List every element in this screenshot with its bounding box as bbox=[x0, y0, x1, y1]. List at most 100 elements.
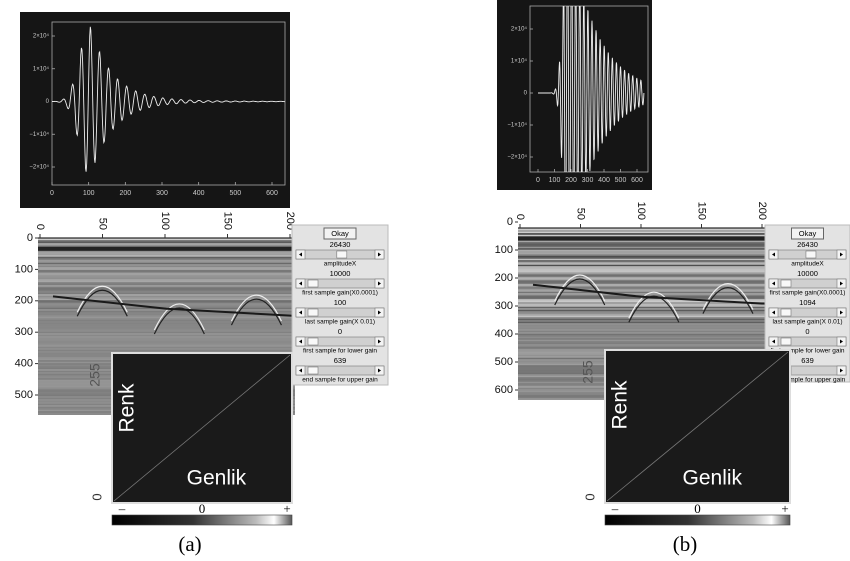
slider-track[interactable] bbox=[768, 336, 847, 347]
slider-thumb[interactable] bbox=[307, 279, 319, 288]
arrow-right bbox=[378, 368, 381, 373]
colorbar bbox=[604, 514, 791, 526]
slider-track[interactable] bbox=[768, 278, 847, 289]
reflector bbox=[532, 283, 766, 305]
slider-thumb[interactable] bbox=[780, 337, 792, 346]
colorbar-label: 0 bbox=[199, 501, 206, 516]
slider-thumb[interactable] bbox=[307, 308, 319, 317]
waveform-frame bbox=[51, 21, 286, 186]
colormap-x-title: Genlik bbox=[187, 467, 247, 490]
arrow-left bbox=[772, 310, 775, 315]
slider-thumb[interactable] bbox=[805, 250, 817, 259]
control-value: 100 bbox=[334, 298, 347, 307]
arrow-left bbox=[772, 252, 775, 257]
arrow-left bbox=[299, 310, 302, 315]
x-tick-label: 0 bbox=[50, 190, 54, 197]
y-tick-label: 1×10⁴ bbox=[511, 58, 528, 65]
colormap-bottom-label: 0 bbox=[89, 493, 104, 500]
slider-thumb[interactable] bbox=[307, 337, 319, 346]
y-tick-label: 300 bbox=[15, 326, 33, 338]
control-label: first sample gain(X0.0001) bbox=[302, 290, 378, 297]
arrow-right bbox=[840, 368, 843, 373]
colormap-y-title: Renk bbox=[116, 383, 139, 433]
y-tick-label: 0 bbox=[27, 232, 33, 244]
okay-button[interactable] bbox=[791, 227, 824, 240]
slider-thumb[interactable] bbox=[780, 279, 792, 288]
x-tick-label: 0 bbox=[536, 177, 540, 184]
x-tick-label: 50 bbox=[575, 208, 587, 220]
reflector bbox=[52, 295, 296, 317]
control-label: end sample for upper gain bbox=[302, 377, 378, 384]
slider-thumb[interactable] bbox=[336, 250, 348, 259]
arrow-left bbox=[772, 339, 775, 344]
arrow-right bbox=[378, 310, 381, 315]
x-tick-label: 50 bbox=[97, 218, 109, 230]
y-tick-label: 0 bbox=[507, 216, 513, 228]
arrow-left bbox=[299, 368, 302, 373]
arrow-right bbox=[840, 310, 843, 315]
y-tick-label: 0 bbox=[524, 91, 528, 97]
y-tick-label: 0 bbox=[46, 99, 50, 105]
x-tick-label: 150 bbox=[222, 212, 234, 230]
waveform-window bbox=[20, 12, 290, 208]
hyperbola bbox=[628, 291, 680, 319]
y-tick-label: 300 bbox=[495, 300, 513, 312]
x-tick-label: 200 bbox=[565, 177, 577, 184]
control-label: amplitudeX bbox=[324, 261, 357, 268]
control-value: 10000 bbox=[797, 269, 818, 278]
hyperbola bbox=[153, 303, 205, 331]
slider-track[interactable] bbox=[768, 307, 847, 318]
y-tick-label: 400 bbox=[15, 358, 33, 370]
y-tick-label: 400 bbox=[495, 328, 513, 340]
control-label: first sample gain(X0.0001) bbox=[770, 290, 846, 297]
panel-caption: (b) bbox=[673, 532, 698, 556]
panel-caption: (a) bbox=[178, 532, 201, 556]
control-value: 0 bbox=[338, 327, 342, 336]
ground-band bbox=[38, 246, 295, 251]
x-tick-label: 0 bbox=[34, 224, 46, 230]
waveform-frame bbox=[529, 5, 649, 173]
control-value: 0 bbox=[805, 327, 809, 336]
control-value: 26430 bbox=[330, 240, 351, 249]
x-tick-label: 500 bbox=[615, 177, 627, 184]
arrow-left bbox=[299, 281, 302, 286]
panel: 0 100 200 300 400 500 6002×10⁴1×10⁴0−1×10⁴−2×1… bbox=[15, 12, 389, 556]
y-tick-label: −2×10⁴ bbox=[507, 154, 527, 161]
arrow-left bbox=[772, 281, 775, 286]
y-tick-label: 100 bbox=[495, 244, 513, 256]
colorbar-label: + bbox=[283, 501, 290, 516]
colorbar-label: – bbox=[611, 501, 619, 516]
slider-thumb[interactable] bbox=[307, 366, 319, 375]
arrow-right bbox=[378, 281, 381, 286]
x-tick-label: 600 bbox=[631, 177, 643, 184]
waveform-trace bbox=[538, 6, 645, 172]
x-tick-label: 500 bbox=[229, 190, 241, 197]
x-tick-label: 150 bbox=[696, 202, 708, 220]
control-value: 639 bbox=[334, 356, 347, 365]
control-label: amplitudeX bbox=[791, 261, 824, 268]
arrow-right bbox=[378, 339, 381, 344]
y-tick-label: 2×10⁴ bbox=[33, 33, 50, 40]
control-label: last sample gain(X 0.01) bbox=[772, 319, 842, 326]
y-tick-label: 200 bbox=[15, 295, 33, 307]
x-tick-label: 100 bbox=[635, 202, 647, 220]
colormap-diagonal bbox=[606, 351, 789, 502]
y-tick-label: 2×10⁴ bbox=[511, 26, 528, 33]
ground-band bbox=[518, 236, 765, 241]
control-value: 1094 bbox=[799, 298, 816, 307]
control-label: first sample for lower gain bbox=[770, 348, 844, 355]
x-tick-label: 0 bbox=[514, 214, 526, 220]
slider-thumb[interactable] bbox=[780, 308, 792, 317]
okay-button[interactable] bbox=[323, 227, 357, 240]
y-tick-label: 100 bbox=[15, 263, 33, 275]
colorbar-label: – bbox=[118, 501, 126, 516]
colormap-bottom-label: 0 bbox=[582, 493, 597, 500]
hyperbola bbox=[76, 285, 128, 313]
colorbar bbox=[111, 514, 293, 526]
x-tick-label: 400 bbox=[193, 190, 205, 197]
x-tick-label: 200 bbox=[119, 190, 131, 197]
y-tick-label: 500 bbox=[15, 389, 33, 401]
control-label: first sample for lower gain bbox=[303, 348, 377, 355]
hyperbola bbox=[76, 289, 128, 317]
colormap-top-label: 255 bbox=[87, 363, 103, 387]
